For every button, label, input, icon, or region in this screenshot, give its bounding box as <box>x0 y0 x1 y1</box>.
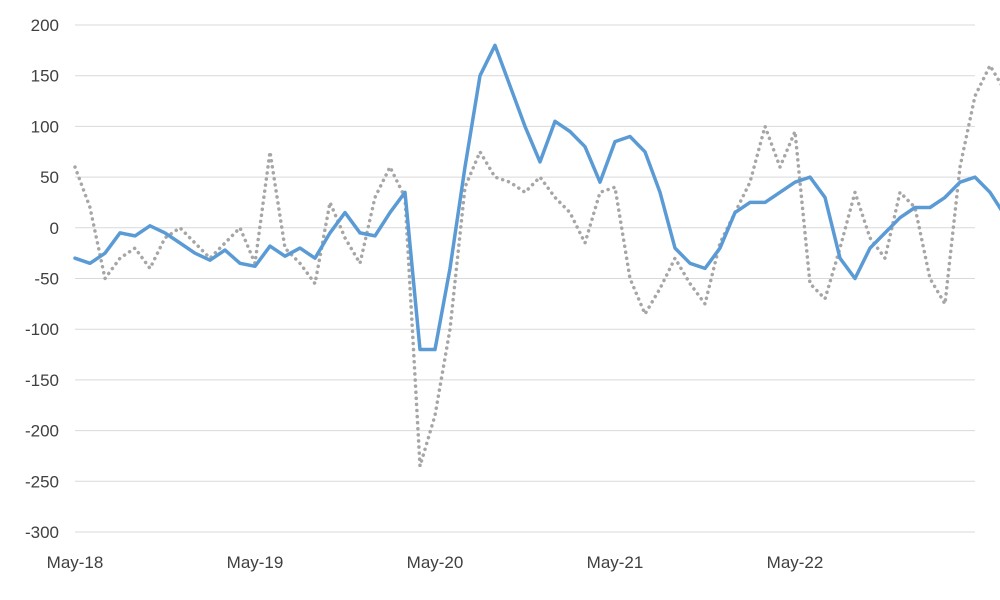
x-tick-label: May-18 <box>47 553 104 572</box>
series-line-1 <box>73 43 1000 352</box>
y-tick-label: -200 <box>25 422 59 441</box>
y-tick-label: -250 <box>25 472 59 491</box>
series-line-2 <box>73 63 1000 468</box>
y-tick-label: 50 <box>40 168 59 187</box>
y-tick-label: -100 <box>25 320 59 339</box>
y-tick-label: -150 <box>25 371 59 390</box>
series-layer <box>73 43 1000 468</box>
x-axis: May-18 May-19 May-20 May-21 May-22 <box>47 553 824 572</box>
y-tick-label: -300 <box>25 523 59 542</box>
y-axis: 200 150 100 50 0 -50 -100 -150 -200 -250 -300 <box>25 16 59 542</box>
x-tick-label: May-22 <box>767 553 824 572</box>
y-tick-label: -50 <box>34 270 59 289</box>
y-tick-label: 200 <box>31 16 59 35</box>
y-tick-label: 100 <box>31 117 59 136</box>
y-tick-label: 0 <box>50 219 59 238</box>
x-tick-label: May-21 <box>587 553 644 572</box>
x-tick-label: May-19 <box>227 553 284 572</box>
y-tick-label: 150 <box>31 67 59 86</box>
gridlines <box>75 24 975 533</box>
x-tick-label: May-20 <box>407 553 464 572</box>
